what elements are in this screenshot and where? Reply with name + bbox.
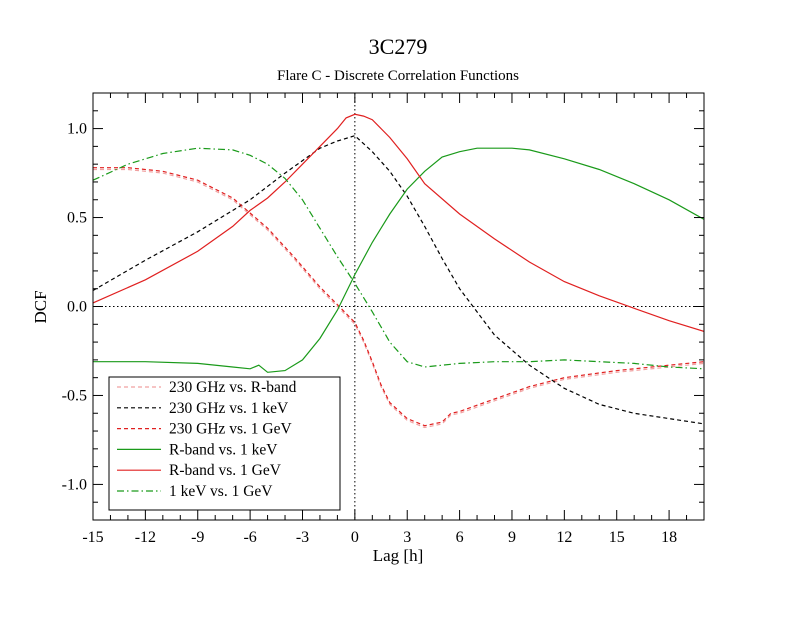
chart-title: 3C279 <box>369 34 428 59</box>
legend-label: 230 GHz vs. 1 keV <box>169 400 289 417</box>
x-tick-label: 18 <box>661 529 677 546</box>
x-tick-label: -15 <box>82 529 103 546</box>
x-axis: -15 -12 -9 -6 -3 0 3 6 9 12 15 18 <box>82 93 705 546</box>
y-tick-label: -0.5 <box>62 387 87 404</box>
x-tick-label: -6 <box>243 529 256 546</box>
y-tick-label: 1.0 <box>67 121 87 138</box>
series-line-5 <box>93 113 704 332</box>
x-tick-label: -12 <box>135 529 156 546</box>
legend-label: R-band vs. 1 GeV <box>169 462 282 479</box>
x-tick-label: 12 <box>556 529 572 546</box>
x-tick-label: 9 <box>508 529 516 546</box>
series-line-4 <box>93 147 704 373</box>
x-tick-label: 15 <box>609 529 625 546</box>
legend-label: R-band vs. 1 keV <box>169 441 278 458</box>
series-line-3 <box>93 167 704 427</box>
legend-label: 230 GHz vs. R-band <box>169 379 297 396</box>
series-line-2 <box>93 135 704 425</box>
series-line-1 <box>93 168 704 429</box>
y-tick-label: -1.0 <box>62 476 87 493</box>
chart-subtitle: Flare C - Discrete Correlation Functions <box>277 68 519 84</box>
legend-box <box>108 376 341 511</box>
x-tick-label: -3 <box>296 529 309 546</box>
x-tick-label: 3 <box>403 529 411 546</box>
x-tick-label: 6 <box>456 529 464 546</box>
legend: 230 GHz vs. R-band 230 GHz vs. 1 keV 230 G… <box>108 376 341 511</box>
x-tick-label: 0 <box>351 529 359 546</box>
y-tick-label: 0.0 <box>67 299 87 316</box>
series-line-6 <box>93 147 704 370</box>
legend-label: 230 GHz vs. 1 GeV <box>169 421 292 438</box>
reference-lines <box>93 93 704 520</box>
y-axis: -1.0 -0.5 0.0 0.5 1.0 <box>62 92 704 521</box>
x-tick-label: -9 <box>191 529 204 546</box>
x-axis-label: Lag [h] <box>373 546 424 565</box>
y-tick-label: 0.5 <box>67 210 87 227</box>
series-layer <box>93 113 704 429</box>
y-axis-label: DCF <box>31 290 50 323</box>
legend-label: 1 keV vs. 1 GeV <box>169 483 273 500</box>
